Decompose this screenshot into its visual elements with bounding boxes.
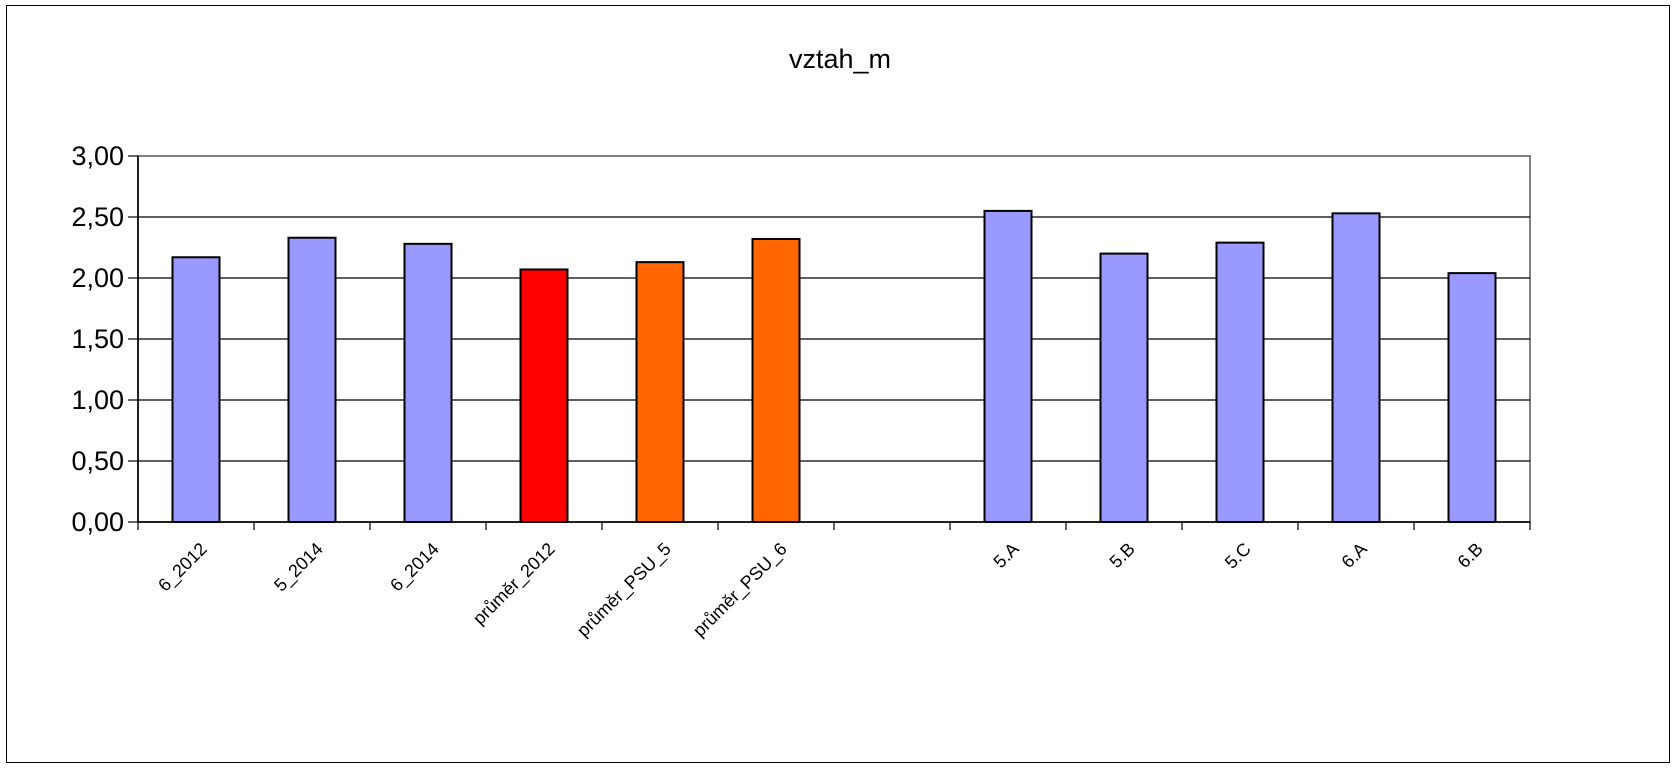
bar: [751, 237, 801, 524]
x-tick-label: průměr_PSU_5: [573, 539, 676, 642]
y-tick-label: 2,00: [71, 263, 124, 293]
y-tick-label: 0,00: [71, 507, 124, 537]
chart-title: vztah_m: [789, 44, 891, 74]
axes: [128, 155, 1531, 530]
x-tick-label: 6.A: [1338, 539, 1371, 572]
x-tick-label: 6_2012: [154, 539, 211, 596]
bar: [1447, 272, 1497, 523]
x-tick-label: 6_2014: [386, 539, 443, 596]
x-tick-label: 5.C: [1221, 539, 1255, 573]
bar: [983, 209, 1033, 523]
bar: [1099, 252, 1149, 523]
bar: [1215, 241, 1265, 523]
y-tick-label: 2,50: [71, 202, 124, 232]
y-tick-label: 3,00: [71, 141, 124, 171]
x-tick-label: 6.B: [1454, 539, 1487, 572]
bar: [1331, 212, 1381, 523]
bar: [519, 268, 569, 523]
bar: [635, 261, 685, 523]
chart-frame: [6, 5, 1670, 763]
x-tick-label: průměr_PSU_6: [689, 539, 792, 642]
y-tick-label: 1,50: [71, 324, 124, 354]
bar: [287, 236, 337, 524]
y-tick-label: 1,00: [71, 385, 124, 415]
bars: [171, 209, 1497, 524]
bar: [403, 242, 453, 523]
x-tick-label: 5.A: [990, 539, 1023, 572]
x-tick-label: průměr_2012: [469, 539, 560, 630]
x-tick-label: 5_2014: [270, 539, 327, 596]
bar: [171, 256, 221, 523]
x-tick-label: 5.B: [1106, 539, 1139, 572]
y-tick-label: 0,50: [71, 446, 124, 476]
grid-lines: [137, 155, 1531, 523]
